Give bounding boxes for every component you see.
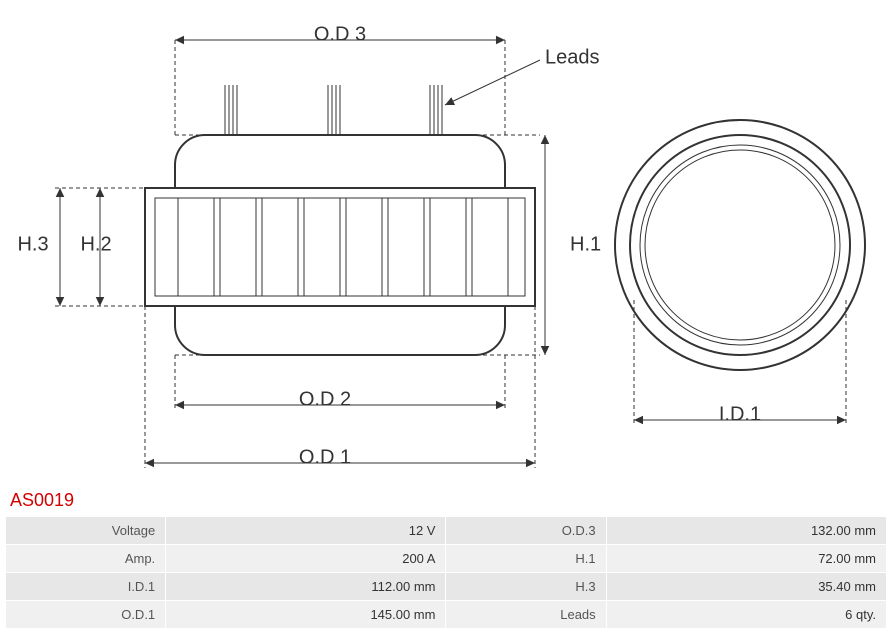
spec-value: 12 V xyxy=(166,517,446,545)
technical-drawing: O.D 3 O.D 2 O.D 1 I.D.1 H.1 H.2 H.3 Leads xyxy=(0,0,892,498)
spec-label: O.D.1 xyxy=(6,601,166,629)
table-row: I.D.1112.00 mmH.335.40 mm xyxy=(6,573,887,601)
svg-text:I.D.1: I.D.1 xyxy=(719,403,761,425)
spec-label: I.D.1 xyxy=(6,573,166,601)
spec-value: 6 qty. xyxy=(606,601,886,629)
table-row: Amp.200 AH.172.00 mm xyxy=(6,545,887,573)
table-row: O.D.1145.00 mmLeads6 qty. xyxy=(6,601,887,629)
svg-text:O.D 1: O.D 1 xyxy=(299,446,351,468)
spec-label: H.1 xyxy=(446,545,606,573)
spec-table: Voltage12 VO.D.3132.00 mmAmp.200 AH.172.… xyxy=(5,516,887,629)
svg-text:Leads: Leads xyxy=(545,46,600,68)
svg-text:H.1: H.1 xyxy=(570,233,601,255)
spec-label: H.3 xyxy=(446,573,606,601)
spec-value: 72.00 mm xyxy=(606,545,886,573)
spec-value: 200 A xyxy=(166,545,446,573)
spec-label: Amp. xyxy=(6,545,166,573)
svg-text:H.2: H.2 xyxy=(80,233,111,255)
spec-label: Voltage xyxy=(6,517,166,545)
table-row: Voltage12 VO.D.3132.00 mm xyxy=(6,517,887,545)
svg-text:H.3: H.3 xyxy=(17,233,48,255)
spec-value: 145.00 mm xyxy=(166,601,446,629)
spec-label: Leads xyxy=(446,601,606,629)
part-code: AS0019 xyxy=(10,490,74,511)
spec-value: 35.40 mm xyxy=(606,573,886,601)
svg-text:O.D 3: O.D 3 xyxy=(314,23,366,45)
spec-label: O.D.3 xyxy=(446,517,606,545)
spec-value: 112.00 mm xyxy=(166,573,446,601)
svg-text:O.D 2: O.D 2 xyxy=(299,388,351,410)
spec-value: 132.00 mm xyxy=(606,517,886,545)
